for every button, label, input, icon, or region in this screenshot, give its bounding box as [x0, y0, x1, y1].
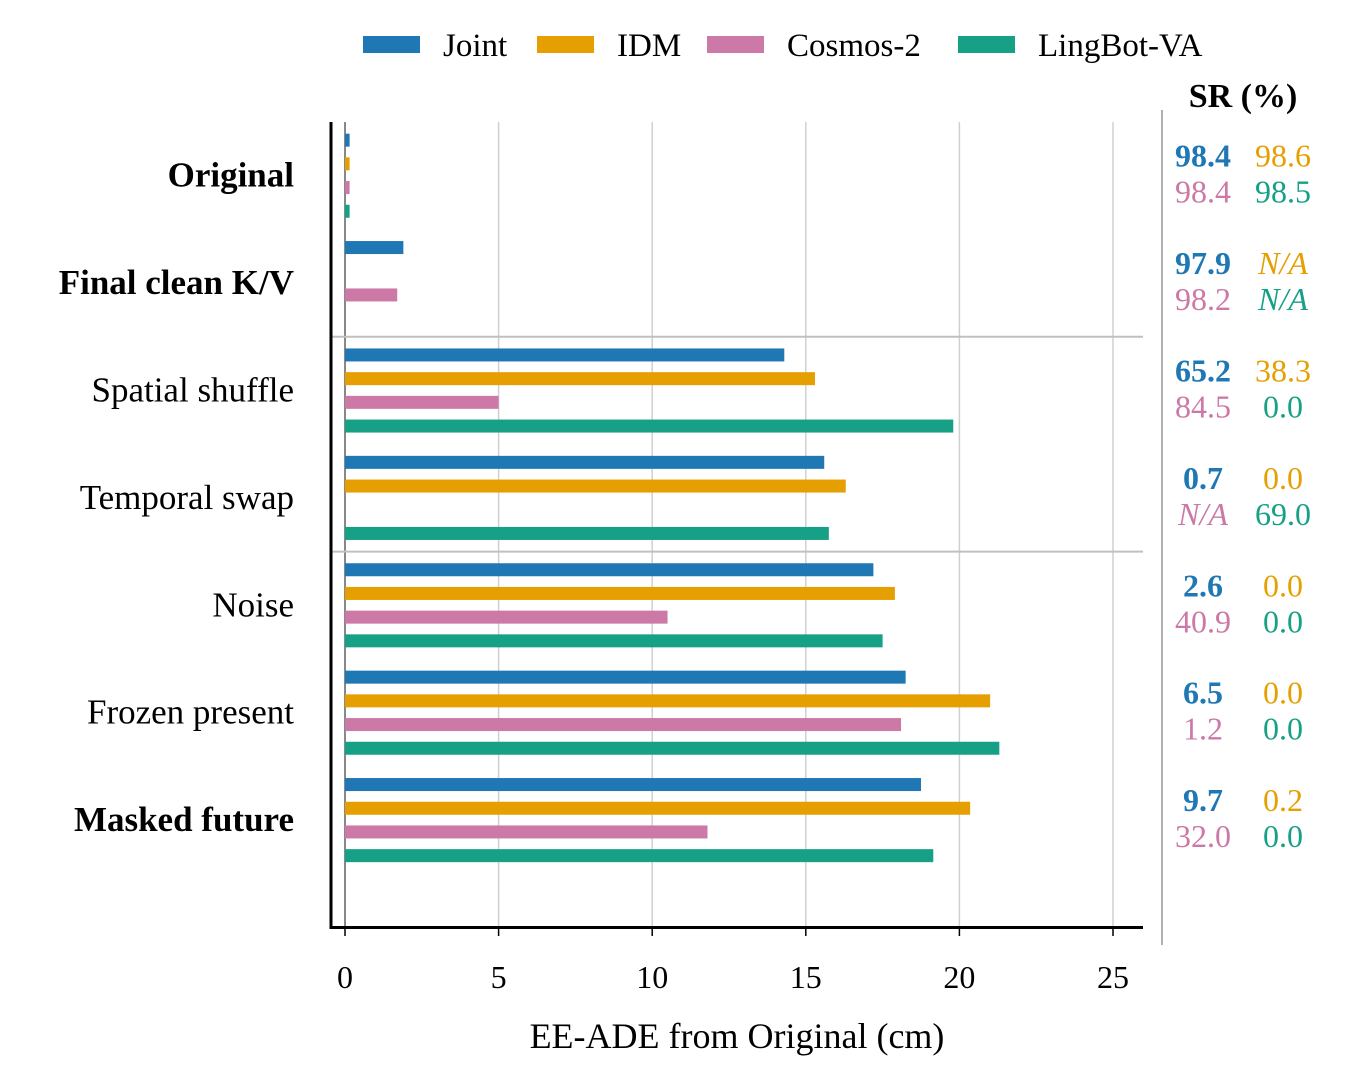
legend-label-idm: IDM — [617, 28, 681, 64]
sr-value-idm-masked-future: 0.2 — [1263, 782, 1303, 818]
sr-table-title: SR (%) — [1189, 78, 1298, 115]
sr-value-lingbot-va-original: 98.5 — [1255, 174, 1311, 210]
grid-lines — [344, 122, 1114, 927]
bar-lingbot-va-masked-future — [345, 849, 934, 863]
sr-value-joint-final-clean-k-v: 97.9 — [1175, 245, 1231, 281]
group-separators — [331, 335, 1143, 553]
bar-idm-temporal-swap — [345, 479, 846, 493]
bar-lingbot-va-noise — [345, 634, 883, 648]
sr-value-joint-original: 98.4 — [1175, 138, 1231, 174]
sr-value-cosmos-2-spatial-shuffle: 84.5 — [1175, 389, 1231, 425]
x-ticks: 0 5 10 15 20 25 — [337, 929, 1129, 995]
bar-idm-spatial-shuffle — [345, 372, 816, 386]
category-label-spatial-shuffle: Spatial shuffle — [91, 371, 294, 410]
bar-cosmos-2-final-clean-k-v — [345, 288, 398, 302]
x-tick-label-0: 0 — [337, 959, 353, 995]
category-labels: Original Final clean K/V Spatial shuffle Te… — [59, 156, 295, 839]
legend-swatch-cosmos-2 — [707, 36, 764, 53]
category-label-masked-future: Masked future — [74, 800, 294, 839]
sr-value-joint-frozen-present: 6.5 — [1183, 675, 1223, 711]
bar-cosmos-2-original — [345, 181, 350, 195]
sr-value-idm-noise: 0.0 — [1263, 567, 1303, 603]
category-label-noise: Noise — [212, 585, 294, 624]
sr-value-cosmos-2-original: 98.4 — [1175, 174, 1231, 210]
sr-value-idm-final-clean-k-v: N/A — [1257, 245, 1308, 281]
sr-table: 98.4 98.6 98.4 98.5 97.9 N/A 98.2 N/A 65.2 38.3 84… — [1175, 138, 1311, 854]
category-label-temporal-swap: Temporal swap — [80, 478, 294, 517]
bar-idm-frozen-present — [345, 694, 991, 708]
bar-lingbot-va-temporal-swap — [345, 526, 829, 540]
sr-value-cosmos-2-frozen-present: 1.2 — [1183, 711, 1223, 747]
sr-value-cosmos-2-noise: 40.9 — [1175, 603, 1231, 639]
x-axis-label: EE-ADE from Original (cm) — [530, 1016, 945, 1056]
bar-lingbot-va-frozen-present — [345, 741, 1000, 755]
sr-value-lingbot-va-spatial-shuffle: 0.0 — [1263, 389, 1303, 425]
bar-joint-spatial-shuffle — [345, 348, 785, 362]
sr-value-lingbot-va-frozen-present: 0.0 — [1263, 711, 1303, 747]
legend-swatch-lingbot-va — [958, 36, 1015, 53]
x-tick-label-20: 20 — [943, 959, 975, 995]
bar-joint-original — [345, 133, 350, 147]
category-label-final-clean-k-v: Final clean K/V — [59, 263, 294, 302]
sr-value-cosmos-2-final-clean-k-v: 98.2 — [1175, 281, 1231, 317]
legend-label-lingbot-va: LingBot-VA — [1038, 28, 1203, 64]
bar-joint-noise — [345, 563, 874, 577]
bar-lingbot-va-spatial-shuffle — [345, 419, 954, 433]
category-label-original: Original — [168, 156, 295, 195]
bar-joint-temporal-swap — [345, 455, 825, 469]
bar-joint-final-clean-k-v — [345, 241, 404, 255]
sr-value-lingbot-va-temporal-swap: 69.0 — [1255, 496, 1311, 532]
sr-value-lingbot-va-noise: 0.0 — [1263, 603, 1303, 639]
sr-value-idm-temporal-swap: 0.0 — [1263, 460, 1303, 496]
sr-value-idm-frozen-present: 0.0 — [1263, 675, 1303, 711]
legend-label-cosmos-2: Cosmos-2 — [787, 28, 921, 64]
sr-value-idm-spatial-shuffle: 38.3 — [1255, 353, 1311, 389]
category-label-frozen-present: Frozen present — [87, 693, 294, 732]
bar-cosmos-2-noise — [345, 610, 668, 624]
bar-idm-noise — [345, 586, 895, 600]
legend: Joint IDM Cosmos-2 LingBot-VA — [363, 28, 1203, 64]
sr-value-lingbot-va-final-clean-k-v: N/A — [1257, 281, 1308, 317]
axes — [329, 110, 1163, 945]
bar-idm-original — [345, 157, 350, 171]
bars — [345, 133, 1000, 863]
sr-value-joint-spatial-shuffle: 65.2 — [1175, 353, 1231, 389]
legend-swatch-joint — [363, 36, 420, 53]
bar-cosmos-2-frozen-present — [345, 718, 902, 732]
bar-lingbot-va-original — [345, 204, 350, 218]
sr-value-joint-temporal-swap: 0.7 — [1183, 460, 1223, 496]
sr-value-joint-noise: 2.6 — [1183, 567, 1223, 603]
bar-cosmos-2-spatial-shuffle — [345, 395, 499, 409]
legend-label-joint: Joint — [443, 28, 507, 64]
legend-swatch-idm — [537, 36, 594, 53]
sr-value-joint-masked-future: 9.7 — [1183, 782, 1223, 818]
sr-value-lingbot-va-masked-future: 0.0 — [1263, 818, 1303, 854]
x-tick-label-15: 15 — [790, 959, 822, 995]
x-tick-label-5: 5 — [491, 959, 507, 995]
sr-value-cosmos-2-masked-future: 32.0 — [1175, 818, 1231, 854]
bar-joint-frozen-present — [345, 670, 906, 684]
x-tick-label-25: 25 — [1097, 959, 1129, 995]
bar-idm-masked-future — [345, 801, 971, 815]
sr-value-idm-original: 98.6 — [1255, 138, 1311, 174]
bar-cosmos-2-masked-future — [345, 825, 708, 839]
x-tick-label-10: 10 — [636, 959, 668, 995]
sr-value-cosmos-2-temporal-swap: N/A — [1177, 496, 1228, 532]
bar-joint-masked-future — [345, 778, 921, 792]
